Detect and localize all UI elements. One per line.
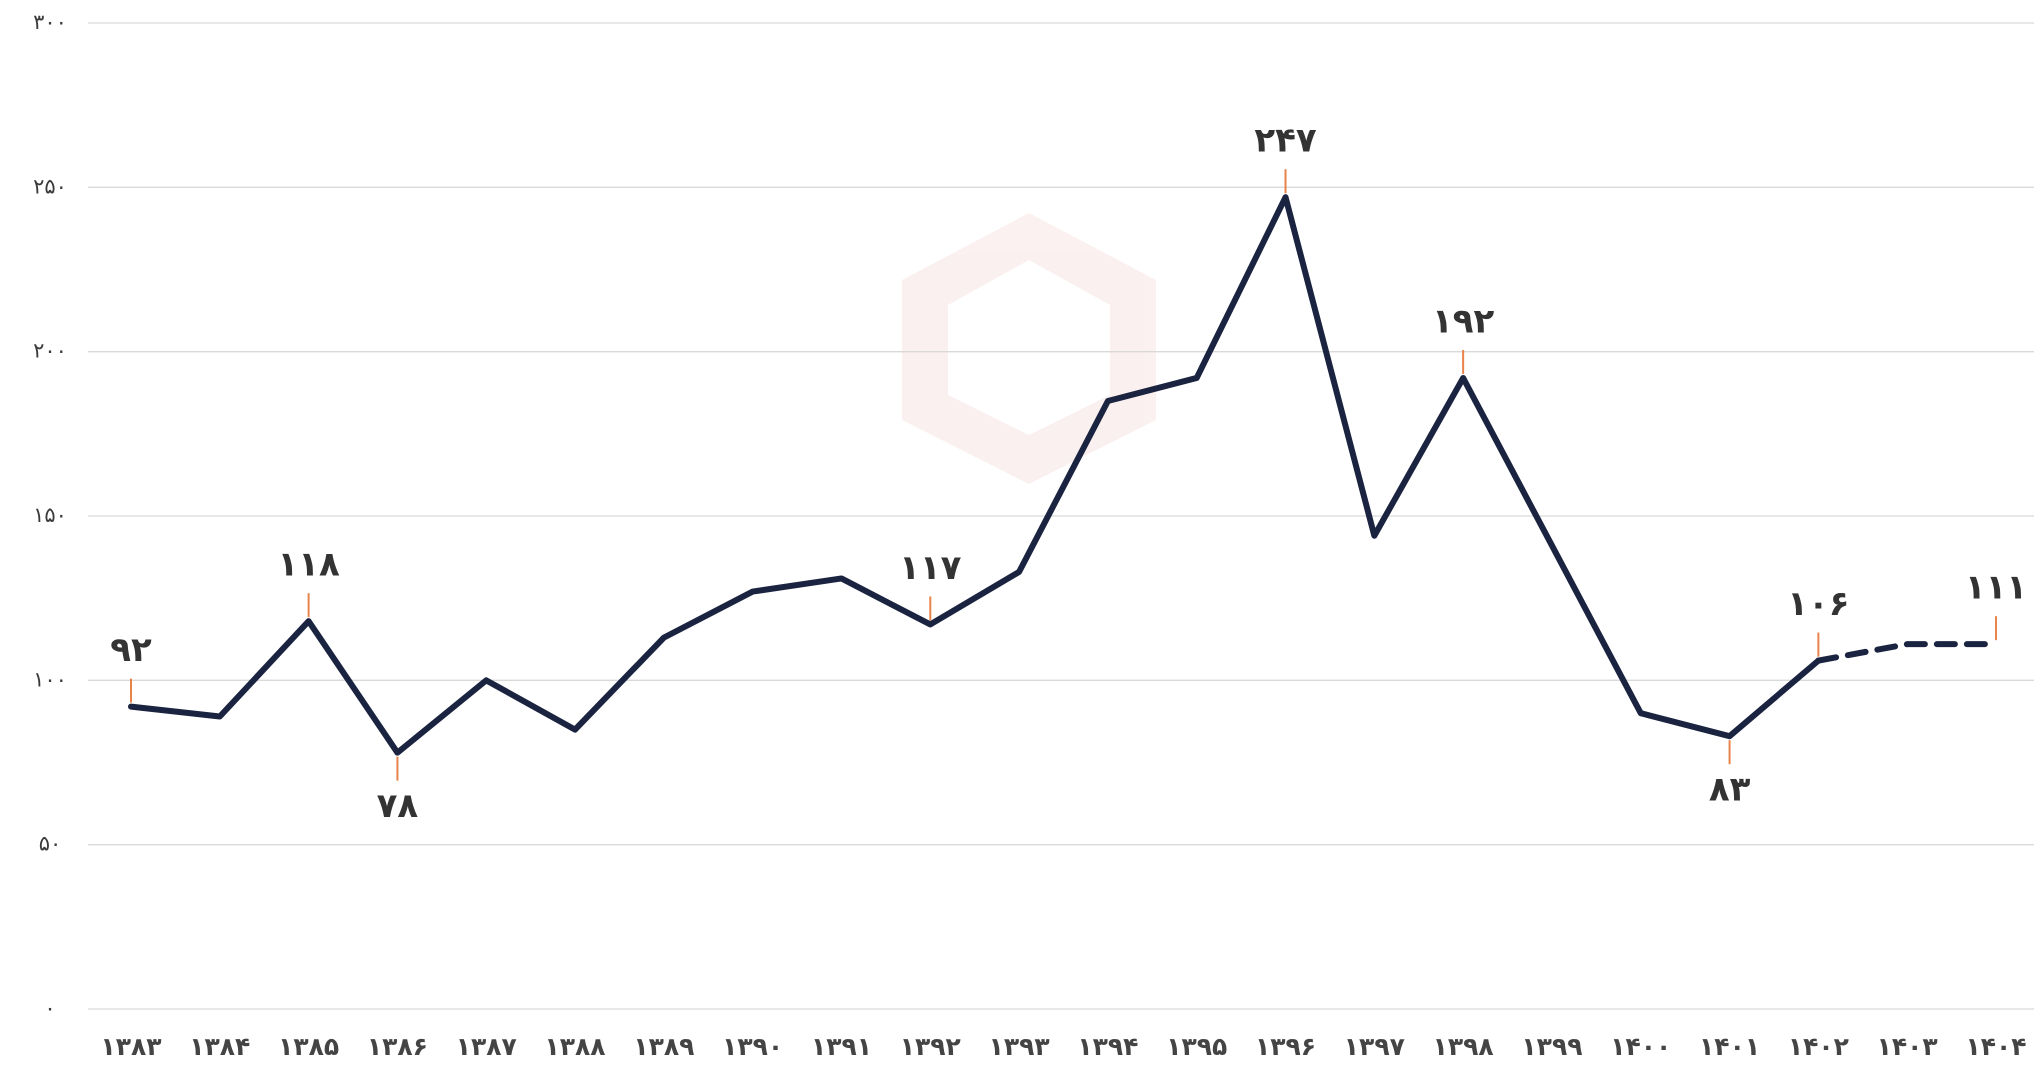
x-tick-label: ۱۳۹۳ <box>989 1032 1050 1061</box>
x-tick-label: ۱۳۹۲ <box>900 1032 961 1061</box>
x-tick-label: ۱۴۰۴ <box>1965 1032 2026 1061</box>
value-label: ۱۱۷ <box>899 548 962 588</box>
y-tick-label: ۲۵۰ <box>33 174 67 198</box>
value-label: ۸۳ <box>1709 770 1751 810</box>
x-tick-label: ۱۳۸۵ <box>278 1032 339 1061</box>
line-series <box>1815 641 1999 664</box>
value-label: ۷۸ <box>377 786 419 826</box>
x-tick-label: ۱۳۹۷ <box>1344 1032 1405 1061</box>
y-tick-label: ۵۰ <box>39 832 62 856</box>
x-tick-label: ۱۴۰۱ <box>1699 1032 1760 1061</box>
line-series <box>128 194 1822 756</box>
y-tick-label: ۱۵۰ <box>33 503 67 527</box>
x-tick-label: ۱۳۸۶ <box>367 1032 428 1061</box>
x-tick-label: ۱۳۹۰ <box>722 1032 783 1061</box>
value-label: ۱۱۱ <box>1965 568 2027 608</box>
x-tick-label: ۱۴۰۳ <box>1877 1032 1938 1061</box>
watermark-logo <box>902 213 1156 484</box>
x-tick-label: ۱۳۸۴ <box>189 1032 250 1061</box>
x-tick-label: ۱۳۹۹ <box>1521 1032 1582 1061</box>
value-label: ۲۴۷ <box>1254 121 1317 161</box>
value-label: ۹۲ <box>110 630 152 670</box>
x-tick-label: ۱۳۹۸ <box>1433 1032 1494 1061</box>
value-label: ۱۰۶ <box>1787 584 1849 624</box>
x-tick-label: ۱۳۸۳ <box>100 1032 161 1061</box>
x-tick-label: ۱۳۹۱ <box>811 1032 872 1061</box>
x-tick-label: ۱۳۸۹ <box>633 1032 694 1061</box>
x-tick-label: ۱۴۰۲ <box>1788 1032 1849 1061</box>
value-label: ۱۹۲ <box>1432 301 1495 341</box>
y-tick-label: ۱۰۰ <box>33 667 67 691</box>
x-tick-label: ۱۳۹۴ <box>1077 1032 1138 1061</box>
y-tick-label: ۰ <box>44 996 55 1020</box>
x-tick-label: ۱۳۸۸ <box>545 1032 606 1061</box>
x-tick-label: ۱۳۸۷ <box>456 1032 517 1061</box>
x-tick-label: ۱۳۹۵ <box>1166 1032 1227 1061</box>
x-tick-label: ۱۳۹۶ <box>1255 1032 1316 1061</box>
x-tick-label: ۱۴۰۰ <box>1610 1032 1671 1061</box>
y-tick-label: ۲۰۰ <box>33 339 67 363</box>
value-label: ۱۱۸ <box>277 545 340 585</box>
y-tick-label: ۳۰۰ <box>33 10 67 34</box>
